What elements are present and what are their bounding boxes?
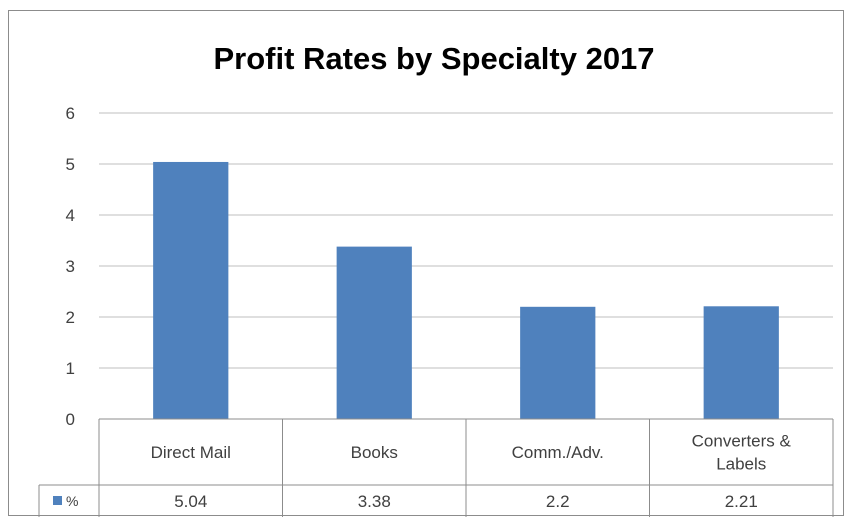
y-tick-label: 2 bbox=[66, 308, 75, 327]
bar bbox=[520, 306, 596, 419]
category-label: Converters & bbox=[692, 432, 792, 451]
category-label: Labels bbox=[716, 455, 766, 474]
data-table-value: 2.21 bbox=[725, 492, 758, 511]
y-tick-label: 6 bbox=[66, 104, 75, 123]
y-axis-ticks: 0 1 2 3 4 5 6 bbox=[66, 104, 75, 429]
y-tick-label: 5 bbox=[66, 155, 75, 174]
data-table: Direct Mail Books Comm./Adv. Converters & La… bbox=[38, 418, 834, 517]
category-label: Books bbox=[351, 443, 398, 462]
y-tick-label: 1 bbox=[66, 359, 75, 378]
chart-frame: Profit Rates by Specialty 2017 0 1 2 3 4 5 6 D… bbox=[8, 10, 844, 517]
bar bbox=[703, 306, 779, 419]
data-table-value: 3.38 bbox=[358, 492, 391, 511]
bar bbox=[336, 246, 412, 419]
category-label: Direct Mail bbox=[151, 443, 231, 462]
chart-title: Profit Rates by Specialty 2017 bbox=[213, 41, 654, 76]
y-tick-label: 0 bbox=[66, 410, 75, 429]
legend-label: % bbox=[66, 493, 78, 509]
y-tick-label: 4 bbox=[66, 206, 75, 225]
category-label: Comm./Adv. bbox=[512, 443, 604, 462]
data-table-value: 5.04 bbox=[174, 492, 207, 511]
legend-swatch bbox=[53, 496, 62, 505]
bar bbox=[153, 161, 229, 419]
bar-chart: Profit Rates by Specialty 2017 0 1 2 3 4 5 6 D… bbox=[38, 41, 834, 517]
bars bbox=[153, 161, 779, 419]
y-tick-label: 3 bbox=[66, 257, 75, 276]
data-table-value: 2.2 bbox=[546, 492, 570, 511]
